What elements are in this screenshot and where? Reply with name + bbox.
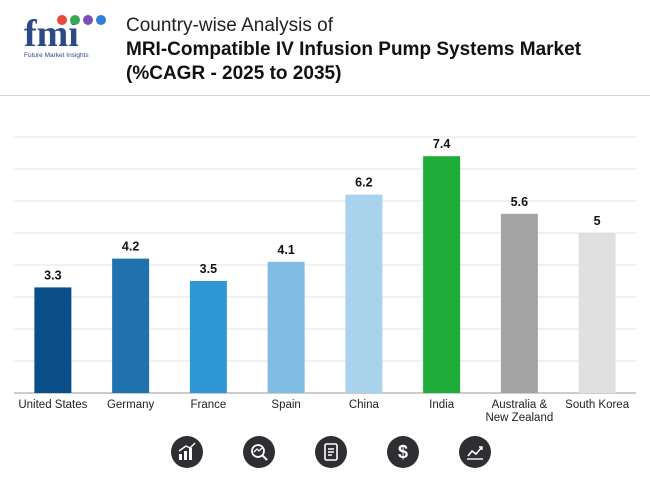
x-tick-label: Germany <box>107 399 155 411</box>
footer-icon-row: $ <box>0 436 650 472</box>
value-label: 7.4 <box>433 137 450 151</box>
x-tick-label: Spain <box>271 399 300 411</box>
value-label: 5 <box>594 214 601 228</box>
x-tick-label: United States <box>18 399 87 411</box>
fmi-logo: fmi <box>24 13 106 55</box>
bar <box>267 261 305 393</box>
title-line-3: (%CAGR - 2025 to 2035) <box>126 63 342 84</box>
value-label: 6.2 <box>355 176 372 190</box>
x-tick-label: China <box>349 399 380 411</box>
svg-text:fmi: fmi <box>24 13 79 55</box>
title-line-1: Country-wise Analysis of <box>126 15 333 36</box>
x-tick-label: India <box>429 399 455 411</box>
value-label: 3.3 <box>44 268 61 282</box>
value-label: 4.1 <box>277 243 294 257</box>
magnifier-chart-icon <box>243 436 275 468</box>
bar <box>189 281 227 393</box>
value-label: 5.6 <box>511 195 528 209</box>
bar-chart: 3.3 United States 4.2 Germany 3.5 France 4.1 Sp… <box>14 136 636 424</box>
trend-chart-icon <box>459 436 491 468</box>
svg-text:$: $ <box>398 442 408 462</box>
x-tick-label: New Zealand <box>485 412 553 424</box>
bar <box>112 258 150 393</box>
bar-growth-icon <box>171 436 203 468</box>
x-tick-label: France <box>190 399 226 411</box>
bar <box>500 213 538 393</box>
bar <box>423 156 461 393</box>
bar <box>345 194 383 393</box>
value-label: 3.5 <box>200 262 217 276</box>
document-icon <box>315 436 347 468</box>
x-tick-label: South Korea <box>565 399 630 411</box>
title-line-2: MRI-Compatible IV Infusion Pump Systems … <box>126 39 582 60</box>
dollar-icon: $ <box>387 436 419 468</box>
value-label: 4.2 <box>122 240 139 254</box>
bar <box>578 233 616 393</box>
brand-subtitle: Future Market Insights <box>24 52 89 59</box>
chart-title: Country-wise Analysis of MRI-Compatible … <box>126 14 636 86</box>
bar <box>34 287 72 393</box>
header: fmi Future Market Insights Country-wise … <box>0 0 650 96</box>
x-tick-label: Australia & <box>492 399 548 411</box>
